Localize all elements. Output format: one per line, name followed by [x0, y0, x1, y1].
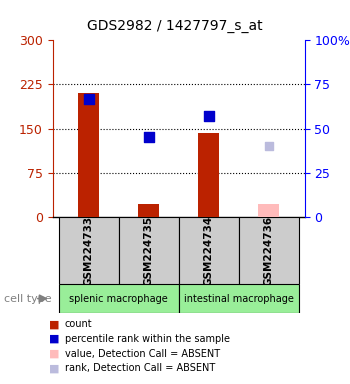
Point — [266, 143, 271, 149]
Bar — [78, 93, 99, 217]
Text: rank, Detection Call = ABSENT: rank, Detection Call = ABSENT — [65, 363, 215, 373]
Bar — [138, 204, 159, 217]
Bar — [238, 217, 299, 284]
Text: cell type: cell type — [4, 293, 51, 304]
Text: GSM224736: GSM224736 — [264, 215, 273, 286]
Text: ■: ■ — [49, 349, 60, 359]
Text: ■: ■ — [49, 363, 60, 373]
Text: GSM224733: GSM224733 — [84, 215, 93, 286]
Text: ■: ■ — [49, 334, 60, 344]
Text: GDS2982 / 1427797_s_at: GDS2982 / 1427797_s_at — [87, 19, 263, 33]
Bar — [178, 217, 238, 284]
Text: count: count — [65, 319, 92, 329]
Text: percentile rank within the sample: percentile rank within the sample — [65, 334, 230, 344]
Bar — [258, 204, 279, 217]
Text: intestinal macrophage: intestinal macrophage — [183, 293, 293, 304]
Text: splenic macrophage: splenic macrophage — [69, 293, 168, 304]
Bar — [58, 284, 178, 313]
Text: GSM224735: GSM224735 — [144, 215, 154, 286]
Point — [206, 113, 211, 119]
Bar — [119, 217, 178, 284]
Point — [146, 134, 151, 141]
Text: GSM224734: GSM224734 — [203, 215, 214, 286]
Bar — [198, 133, 219, 217]
Text: value, Detection Call = ABSENT: value, Detection Call = ABSENT — [65, 349, 220, 359]
Bar — [178, 284, 299, 313]
Text: ■: ■ — [49, 319, 60, 329]
Point — [86, 96, 91, 102]
Bar — [58, 217, 119, 284]
